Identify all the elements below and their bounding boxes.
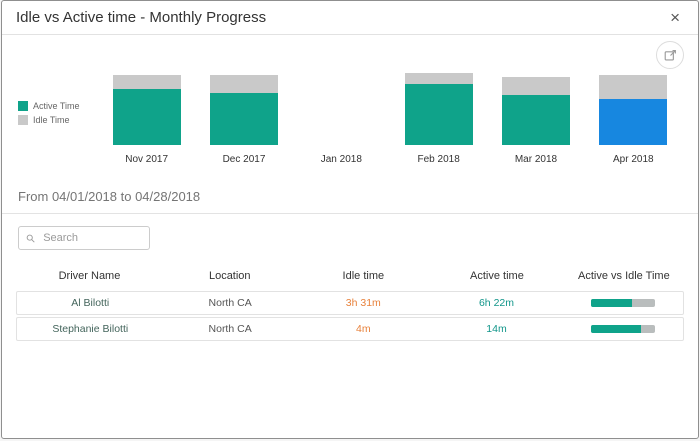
- active-time: 6h 22m: [478, 297, 514, 309]
- active-vs-idle-bar: [591, 299, 656, 307]
- table-header-row: Driver Name Location Idle time Active time A…: [16, 260, 684, 291]
- bar-group[interactable]: Apr 2018: [585, 69, 682, 165]
- active-segment[interactable]: [501, 95, 570, 145]
- bar-stack[interactable]: [404, 69, 473, 145]
- legend-swatch: [18, 101, 28, 111]
- bar-stack[interactable]: [599, 69, 668, 145]
- date-range-label: From 04/01/2018 to 04/28/2018: [2, 181, 698, 214]
- legend-label: Active Time: [33, 101, 80, 111]
- legend-item: Idle Time: [18, 115, 98, 125]
- export-icon: [664, 49, 676, 61]
- column-header: Active time: [470, 270, 524, 282]
- chart-bars: Nov 2017 Dec 2017 Jan 2018 Feb 2018 Mar 2018…: [98, 69, 682, 165]
- month-label: Feb 2018: [417, 154, 460, 165]
- bar-group[interactable]: Nov 2017: [98, 69, 195, 165]
- bar-group[interactable]: Dec 2017: [195, 69, 292, 165]
- active-segment[interactable]: [599, 99, 668, 145]
- month-label: Mar 2018: [514, 154, 558, 165]
- active-bar-fill: [591, 325, 641, 333]
- bar-stack[interactable]: [112, 69, 181, 145]
- export-chart-button[interactable]: [656, 41, 684, 69]
- active-time: 14m: [486, 323, 507, 335]
- idle-segment[interactable]: [209, 75, 278, 93]
- close-icon[interactable]: ×: [670, 8, 680, 27]
- column-header: Idle time: [342, 270, 385, 282]
- bar-group[interactable]: Feb 2018: [390, 69, 487, 165]
- dialog-title-bar: Idle vs Active time - Monthly Progress ×: [2, 1, 698, 35]
- legend-item: Active Time: [18, 101, 98, 111]
- idle-time: 3h 31m: [345, 297, 381, 309]
- chart-legend: Active Time Idle Time: [18, 97, 98, 129]
- driver-name: Al Bilotti: [71, 297, 110, 309]
- column-header: Driver Name: [58, 270, 121, 282]
- search-icon: [26, 234, 35, 243]
- bar-chart: Active Time Idle Time Nov 2017 Dec 2017 Jan…: [2, 35, 698, 165]
- location: North CA: [208, 297, 252, 309]
- column-header: Location: [208, 270, 251, 282]
- table-body: Al Bilotti North CA 3h 31m 6h 22m Stephanie …: [16, 291, 684, 341]
- month-label: Nov 2017: [125, 154, 169, 165]
- idle-segment[interactable]: [404, 73, 473, 84]
- legend-swatch: [18, 115, 28, 125]
- bar-stack[interactable]: [307, 69, 375, 145]
- drivers-table: Driver Name Location Idle time Active time A…: [2, 260, 698, 341]
- bar-stack[interactable]: [209, 69, 278, 145]
- active-segment[interactable]: [112, 89, 181, 145]
- bar-group[interactable]: Jan 2018: [293, 69, 390, 165]
- search-input[interactable]: [41, 231, 142, 245]
- idle-segment[interactable]: [112, 75, 181, 89]
- driver-name: Stephanie Bilotti: [52, 323, 129, 335]
- active-vs-idle-bar: [591, 325, 656, 333]
- idle-segment[interactable]: [501, 77, 570, 95]
- active-bar-fill: [591, 299, 632, 307]
- table-row[interactable]: Al Bilotti North CA 3h 31m 6h 22m: [16, 291, 684, 315]
- location: North CA: [208, 323, 252, 335]
- search-box[interactable]: [18, 226, 150, 250]
- table-row[interactable]: Stephanie Bilotti North CA 4m 14m: [16, 317, 684, 341]
- bar-stack[interactable]: [501, 69, 570, 145]
- legend-label: Idle Time: [33, 115, 70, 125]
- active-vs-idle-cell: [563, 299, 683, 307]
- month-label: Jan 2018: [320, 154, 362, 165]
- month-label: Dec 2017: [222, 154, 266, 165]
- column-header: Active vs Idle Time: [578, 270, 670, 282]
- dialog-title: Idle vs Active time - Monthly Progress: [16, 9, 267, 26]
- bar-group[interactable]: Mar 2018: [487, 69, 584, 165]
- idle-segment[interactable]: [599, 75, 668, 99]
- active-segment[interactable]: [209, 93, 278, 145]
- month-label: Apr 2018: [613, 154, 654, 165]
- active-vs-idle-cell: [563, 325, 683, 333]
- active-segment[interactable]: [404, 84, 473, 145]
- idle-time: 4m: [356, 323, 371, 335]
